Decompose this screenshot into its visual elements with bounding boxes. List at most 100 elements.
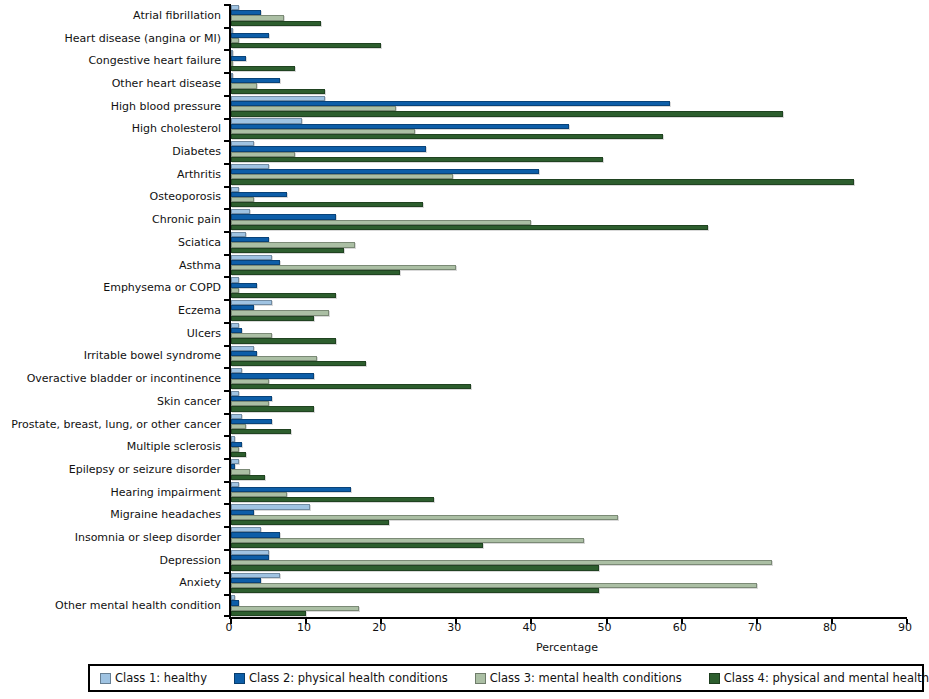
y-axis-label-row: Migraine headaches bbox=[0, 503, 221, 526]
bar bbox=[231, 361, 366, 366]
category-label: High cholesterol bbox=[132, 123, 221, 134]
x-axis-tick-label: 60 bbox=[673, 621, 687, 634]
bar-group bbox=[231, 322, 907, 345]
category-label: Multiple sclerosis bbox=[127, 441, 221, 452]
x-axis-title: Percentage bbox=[229, 641, 905, 654]
category-label: Hearing impairment bbox=[111, 487, 221, 498]
bar-group bbox=[231, 72, 907, 95]
y-axis-tick bbox=[224, 163, 231, 165]
bar bbox=[231, 452, 246, 457]
bar bbox=[231, 56, 246, 61]
bar bbox=[231, 134, 663, 139]
y-axis-tick bbox=[224, 594, 231, 596]
x-axis-tick-label: 20 bbox=[372, 621, 386, 634]
legend-label: Class 4: physical and mental health cond… bbox=[724, 671, 929, 685]
legend-item: Class 1: healthy bbox=[100, 671, 207, 685]
y-axis-label-row: Anxiety bbox=[0, 572, 221, 595]
category-label: Insomnia or sleep disorder bbox=[75, 532, 221, 543]
bar-group bbox=[231, 118, 907, 141]
y-axis-tick bbox=[224, 367, 231, 369]
bar-group bbox=[231, 208, 907, 231]
category-label: Atrial fibrillation bbox=[133, 10, 221, 21]
bar-group bbox=[231, 49, 907, 72]
bar bbox=[231, 316, 314, 321]
y-axis-label-row: Other mental health condition bbox=[0, 594, 221, 617]
y-axis-tick bbox=[224, 118, 231, 120]
y-axis-tick bbox=[224, 572, 231, 574]
category-label: Migraine headaches bbox=[110, 509, 221, 520]
category-label: Other heart disease bbox=[112, 78, 221, 89]
y-axis-label-row: Emphysema or COPD bbox=[0, 276, 221, 299]
y-axis-tick bbox=[224, 72, 231, 74]
legend: Class 1: healthy Class 2: physical health… bbox=[88, 664, 924, 692]
legend-item: Class 4: physical and mental health cond… bbox=[709, 671, 929, 685]
bar-group bbox=[231, 594, 907, 617]
category-label: Heart disease (angina or MI) bbox=[65, 33, 221, 44]
y-axis-tick bbox=[224, 481, 231, 483]
bar bbox=[231, 157, 603, 162]
y-axis-label-row: Multiple sclerosis bbox=[0, 435, 221, 458]
y-axis-label-row: High cholesterol bbox=[0, 118, 221, 141]
y-axis-label-row: Atrial fibrillation bbox=[0, 4, 221, 27]
y-axis-label-row: Epilepsy or seizure disorder bbox=[0, 458, 221, 481]
y-axis-label-row: Skin cancer bbox=[0, 390, 221, 413]
y-axis-label-row: Overactive bladder or incontinence bbox=[0, 367, 221, 390]
y-axis-tick bbox=[224, 390, 231, 392]
y-axis-label-row: Prostate, breast, lung, or other cancer bbox=[0, 413, 221, 436]
legend-label: Class 1: healthy bbox=[115, 671, 207, 685]
y-axis-label-row: Depression bbox=[0, 549, 221, 572]
bar-group bbox=[231, 276, 907, 299]
y-axis-tick bbox=[224, 322, 231, 324]
y-axis-tick bbox=[224, 299, 231, 301]
bar-group bbox=[231, 95, 907, 118]
bar bbox=[231, 293, 336, 298]
y-axis-tick bbox=[224, 549, 231, 551]
y-axis-label-row: Arthritis bbox=[0, 163, 221, 186]
bar-group bbox=[231, 435, 907, 458]
bar-group bbox=[231, 345, 907, 368]
category-label: Diabetes bbox=[172, 146, 221, 157]
y-axis-tick bbox=[224, 435, 231, 437]
x-axis-tick-label: 10 bbox=[297, 621, 311, 634]
category-label: High blood pressure bbox=[111, 101, 221, 112]
x-axis-tick-label: 0 bbox=[226, 621, 233, 634]
category-label: Congestive heart failure bbox=[88, 55, 221, 66]
legend-swatch bbox=[475, 673, 486, 684]
y-axis-label-row: Osteoporosis bbox=[0, 186, 221, 209]
legend-swatch bbox=[100, 673, 111, 684]
y-axis-tick bbox=[224, 615, 231, 617]
x-axis-tick-label: 80 bbox=[823, 621, 837, 634]
category-label: Skin cancer bbox=[157, 396, 221, 407]
y-axis-label-row: Insomnia or sleep disorder bbox=[0, 526, 221, 549]
bar-group bbox=[231, 186, 907, 209]
category-label: Overactive bladder or incontinence bbox=[27, 373, 221, 384]
bar-group bbox=[231, 231, 907, 254]
bar-group bbox=[231, 163, 907, 186]
category-label: Irritable bowel syndrome bbox=[84, 350, 221, 361]
bar bbox=[231, 611, 306, 616]
bar bbox=[231, 406, 314, 411]
bar-group bbox=[231, 4, 907, 27]
legend-item: Class 2: physical health conditions bbox=[234, 671, 448, 685]
bar-group bbox=[231, 413, 907, 436]
y-axis-label-row: Diabetes bbox=[0, 140, 221, 163]
category-label: Sciatica bbox=[178, 237, 221, 248]
legend-item: Class 3: mental health conditions bbox=[475, 671, 682, 685]
category-label: Epilepsy or seizure disorder bbox=[69, 464, 221, 475]
y-axis-tick bbox=[224, 413, 231, 415]
y-axis-tick bbox=[224, 254, 231, 256]
y-axis-label-row: Ulcers bbox=[0, 322, 221, 345]
category-label: Chronic pain bbox=[152, 214, 221, 225]
y-axis-label-row: High blood pressure bbox=[0, 95, 221, 118]
y-axis-tick bbox=[224, 95, 231, 97]
legend-label: Class 2: physical health conditions bbox=[249, 671, 448, 685]
category-label: Depression bbox=[160, 555, 222, 566]
bar-group bbox=[231, 572, 907, 595]
y-axis-label-row: Asthma bbox=[0, 254, 221, 277]
category-label: Emphysema or COPD bbox=[103, 282, 221, 293]
y-axis-tick bbox=[224, 208, 231, 210]
bar bbox=[231, 89, 325, 94]
y-axis-tick bbox=[224, 276, 231, 278]
x-axis-tick-label: 70 bbox=[748, 621, 762, 634]
bar bbox=[231, 384, 471, 389]
